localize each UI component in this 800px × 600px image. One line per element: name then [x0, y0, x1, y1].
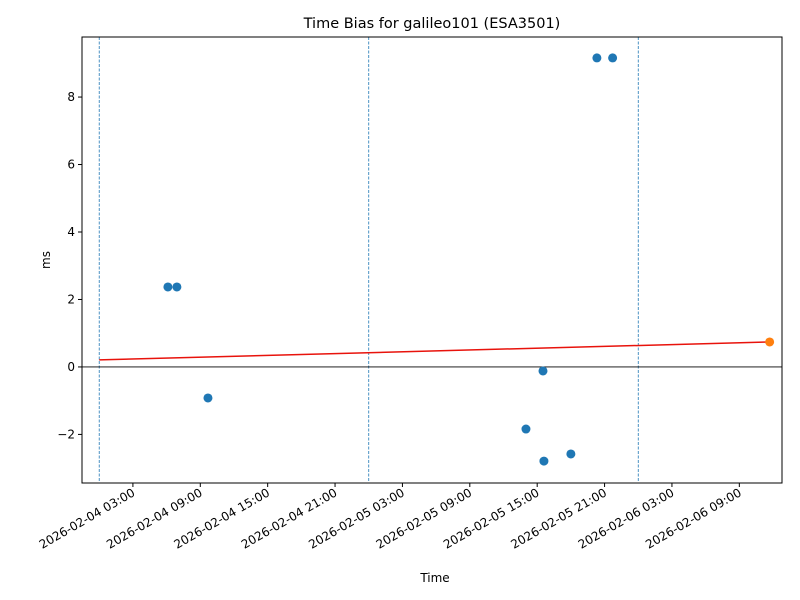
- y-tick-label: −2: [57, 427, 75, 441]
- y-tick-label: 6: [67, 158, 75, 172]
- point: [592, 53, 602, 63]
- point: [163, 282, 173, 292]
- point: [521, 424, 531, 434]
- point: [539, 456, 549, 466]
- point: [566, 449, 576, 459]
- y-axis-label: ms: [39, 251, 53, 269]
- y-tick-label: 4: [67, 225, 75, 239]
- point: [765, 337, 775, 347]
- trend-line: [99, 341, 770, 361]
- y-tick-label: 2: [67, 292, 75, 306]
- x-axis-label: Time: [419, 571, 449, 585]
- plot-frame: [81, 36, 783, 484]
- y-tick-label: 8: [67, 90, 75, 104]
- point: [608, 53, 618, 63]
- point: [538, 366, 548, 376]
- y-tick-label: 0: [67, 360, 75, 374]
- point: [172, 282, 182, 292]
- chart-title: Time Bias for galileo101 (ESA3501): [303, 16, 561, 32]
- point: [203, 393, 213, 403]
